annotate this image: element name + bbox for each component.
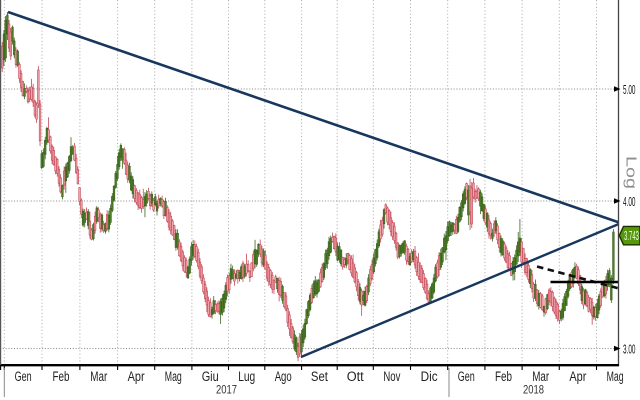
svg-text:Feb: Feb (53, 369, 70, 384)
svg-text:3.743: 3.743 (624, 229, 639, 243)
svg-text:Ott: Ott (347, 369, 364, 384)
svg-text:Set: Set (311, 369, 328, 384)
svg-text:Gen: Gen (458, 369, 475, 384)
svg-text:Dic: Dic (421, 369, 438, 384)
svg-text:Mag: Mag (607, 369, 624, 384)
svg-text:Mar: Mar (532, 369, 549, 384)
svg-text:Gen: Gen (15, 369, 32, 384)
svg-text:Ago: Ago (275, 369, 292, 384)
svg-text:Feb: Feb (495, 369, 512, 384)
svg-text:Mag: Mag (165, 369, 182, 384)
svg-text:Log: Log (623, 156, 640, 189)
svg-text:Apr: Apr (569, 369, 586, 384)
svg-text:Lug: Lug (238, 369, 255, 384)
svg-text:5.00: 5.00 (623, 82, 636, 97)
svg-text:2018: 2018 (523, 383, 544, 397)
svg-text:Giu: Giu (202, 369, 219, 384)
svg-text:Nov: Nov (383, 369, 400, 384)
svg-text:3.00: 3.00 (623, 342, 636, 357)
svg-text:Mar: Mar (90, 369, 107, 384)
svg-text:4.00: 4.00 (623, 194, 636, 209)
svg-text:Apr: Apr (128, 369, 145, 384)
svg-text:2017: 2017 (216, 383, 237, 397)
